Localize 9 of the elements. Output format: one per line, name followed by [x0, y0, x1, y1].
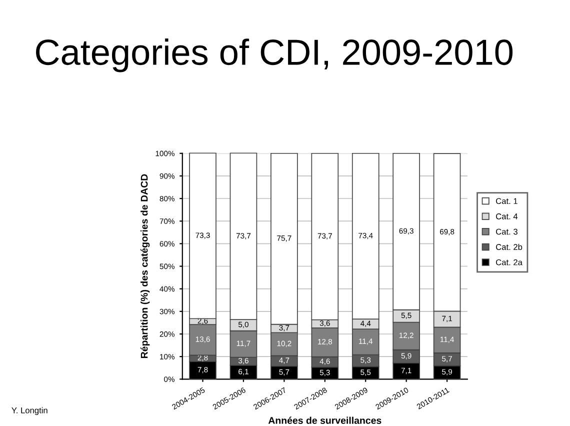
legend-label: Cat. 2a [496, 259, 522, 266]
x-axis-title: Années de surveillances [268, 416, 382, 424]
chart-title: Categories of CDI, 2009-2010 [36, 38, 513, 72]
legend-label: Cat. 2b [496, 244, 522, 250]
legend-label: Cat. 4 [496, 213, 518, 220]
legend-label: Cat. 3 [496, 228, 518, 235]
legend-label: Cat. 1 [496, 198, 518, 204]
text: Y. Longtin [12, 407, 48, 415]
y-axis-title: Répartition (%) des catégories de DACD [140, 174, 150, 358]
